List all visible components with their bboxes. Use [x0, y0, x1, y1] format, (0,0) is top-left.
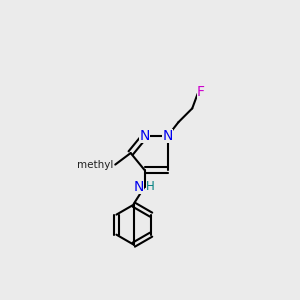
Text: H: H: [146, 180, 154, 194]
Text: N: N: [139, 129, 150, 143]
Text: N: N: [162, 129, 173, 143]
Text: N: N: [134, 180, 144, 194]
Text: F: F: [197, 85, 205, 99]
Text: methyl: methyl: [77, 160, 114, 170]
